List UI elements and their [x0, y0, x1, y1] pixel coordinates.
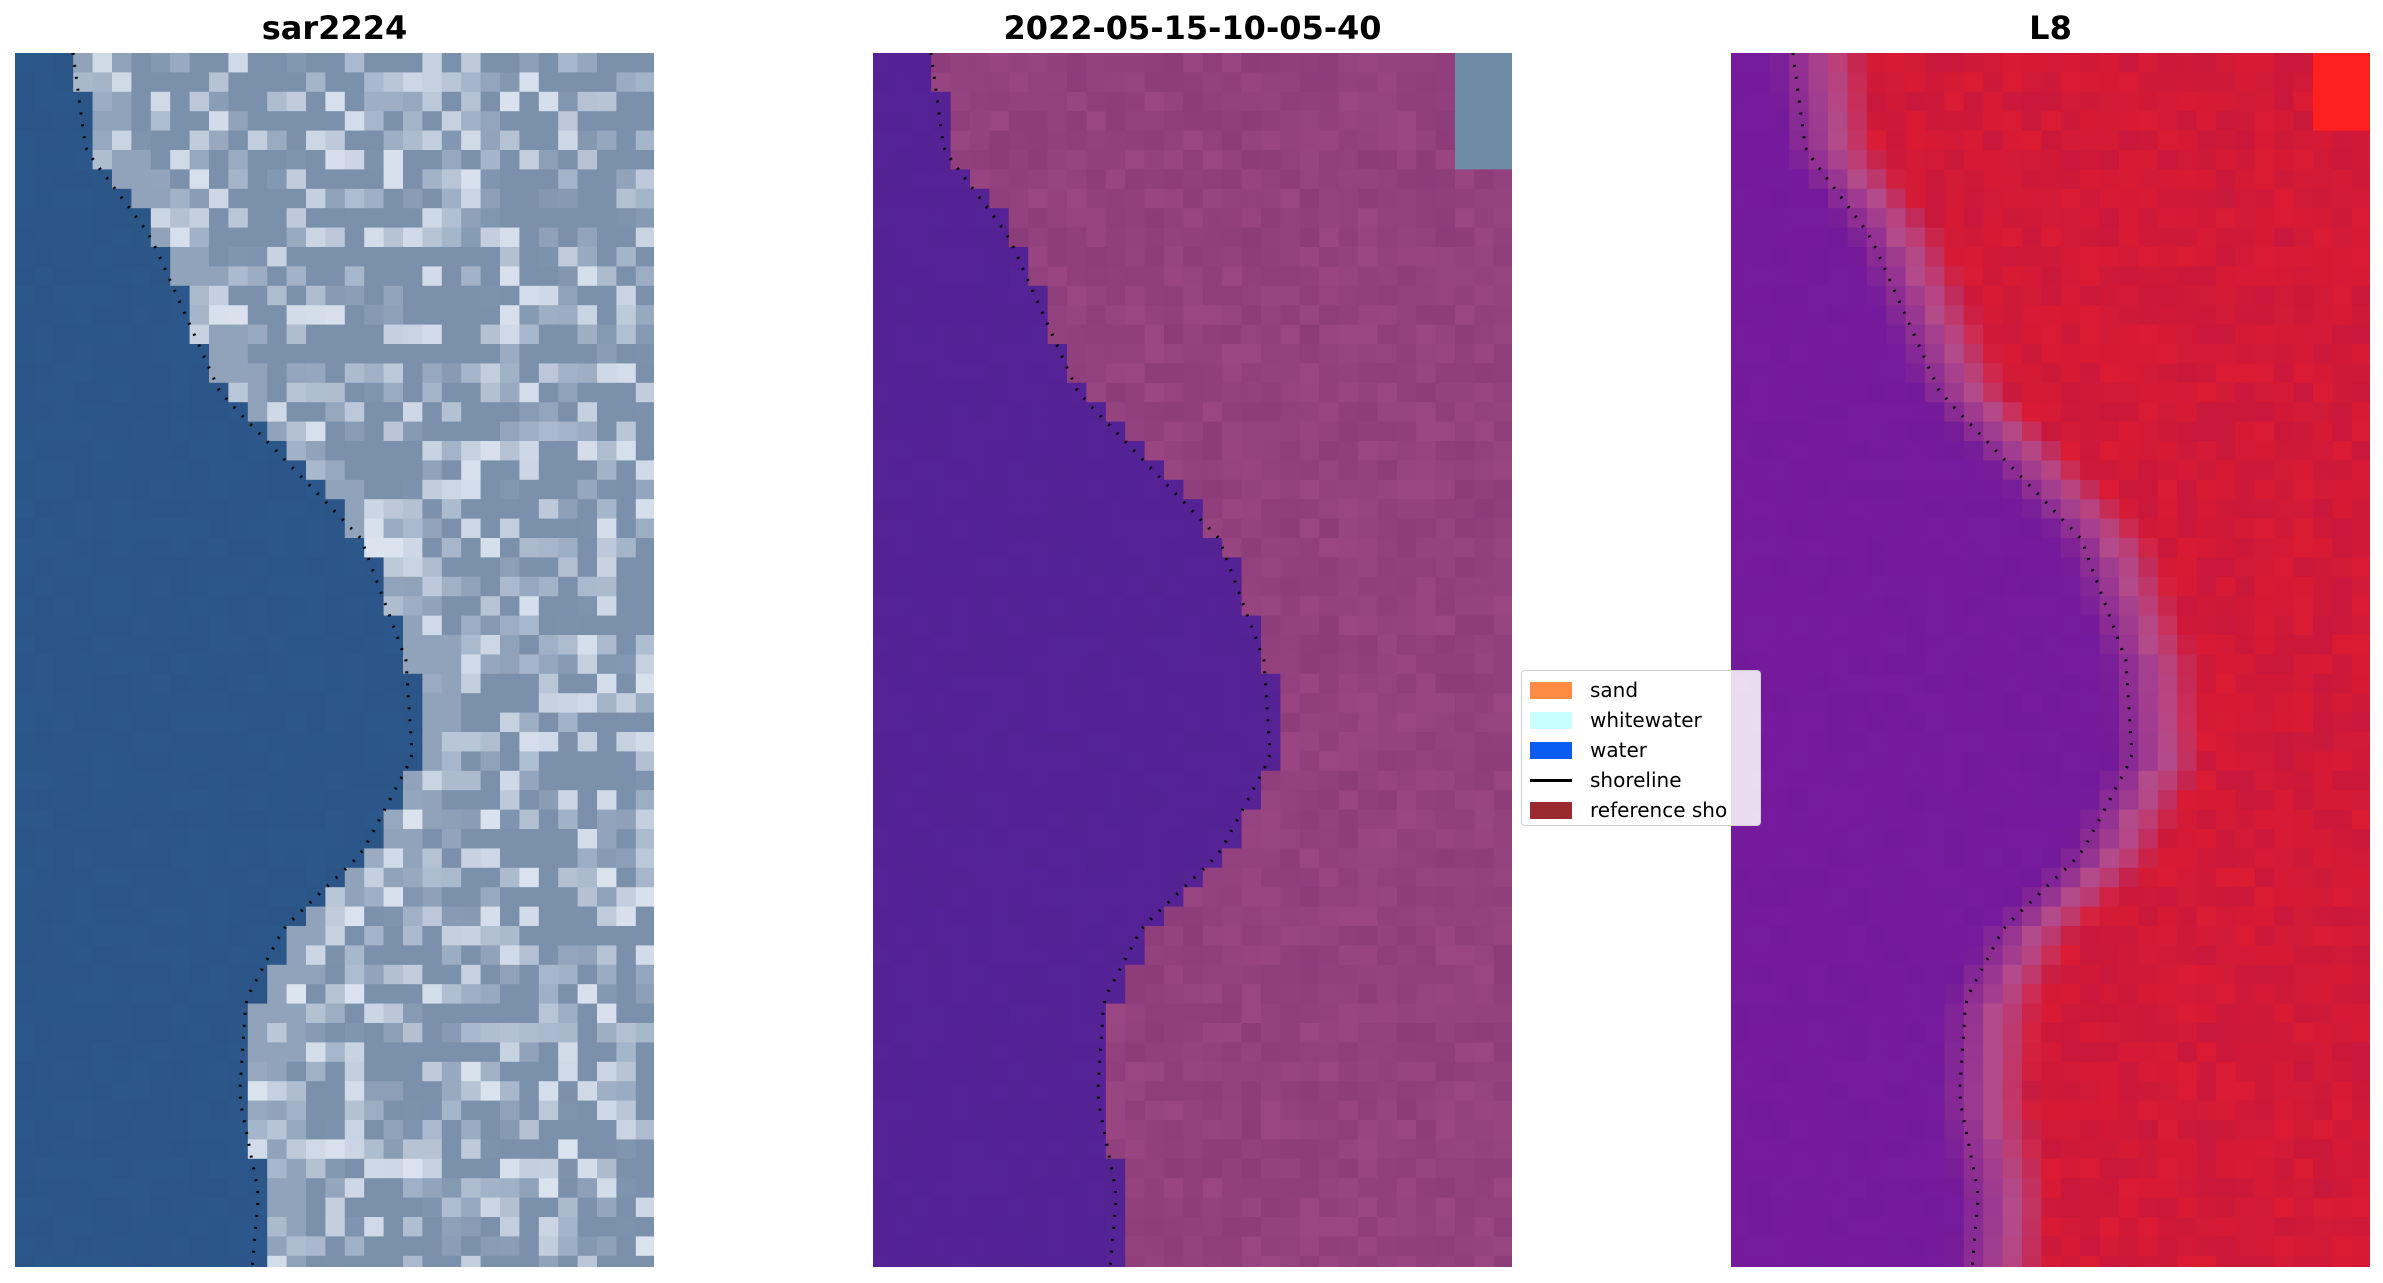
- legend-line-shoreline: [1530, 778, 1572, 782]
- legend-label: shoreline: [1590, 768, 1682, 792]
- l8-image: [1731, 53, 2370, 1267]
- legend-swatch-whitewater: [1530, 711, 1572, 729]
- panel-title-3: L8: [2029, 9, 2072, 47]
- legend-item-water: water: [1530, 735, 1760, 765]
- legend-label: whitewater: [1590, 708, 1702, 732]
- l8-image-panel: [1731, 53, 2370, 1267]
- legend-item-shoreline: shoreline: [1530, 765, 1760, 795]
- reference-shoreline: [71, 53, 414, 1267]
- sar-image-panel: [15, 53, 654, 1267]
- legend: sand whitewater water shoreline referenc…: [1521, 670, 1761, 826]
- legend-item-sand: sand: [1530, 675, 1760, 705]
- legend-label: sand: [1590, 678, 1639, 702]
- legend-item-whitewater: whitewater: [1530, 705, 1760, 735]
- sar-image: [15, 53, 654, 1267]
- legend-swatch-reference-shoreline: [1530, 801, 1572, 819]
- reference-shoreline: [1791, 53, 2134, 1267]
- legend-item-reference-shoreline: reference sho: [1530, 795, 1760, 825]
- legend-swatch-water: [1530, 741, 1572, 759]
- legend-label: reference sho: [1590, 798, 1728, 822]
- legend-label: water: [1590, 738, 1647, 762]
- panel-title-1: sar2224: [261, 9, 408, 47]
- panel-title-2: 2022-05-15-10-05-40: [1003, 9, 1382, 47]
- legend-swatch-sand: [1530, 681, 1572, 699]
- reference-shoreline: [929, 53, 1272, 1267]
- classified-image: [873, 53, 1512, 1267]
- classified-image-panel: [873, 53, 1512, 1267]
